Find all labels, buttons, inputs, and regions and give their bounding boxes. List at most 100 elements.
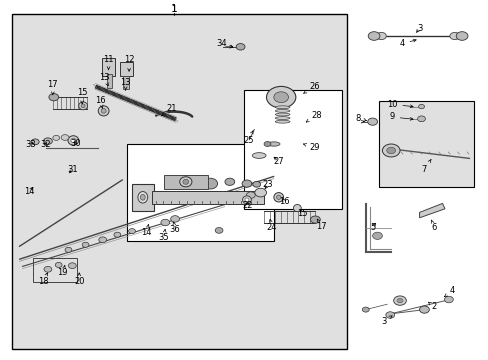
Circle shape [362, 307, 368, 312]
Text: 13: 13 [120, 78, 131, 90]
Text: 12: 12 [123, 55, 134, 71]
Text: 20: 20 [74, 273, 84, 286]
Circle shape [393, 296, 406, 305]
Circle shape [382, 144, 399, 157]
Text: 28: 28 [305, 111, 322, 122]
Text: 4: 4 [399, 39, 415, 49]
Circle shape [236, 44, 244, 50]
Bar [151, 191, 264, 204]
Text: 13: 13 [99, 73, 109, 86]
Text: 30: 30 [70, 139, 81, 148]
Text: 9: 9 [389, 112, 412, 121]
Text: 16: 16 [279, 197, 289, 206]
Text: 15: 15 [77, 88, 87, 104]
Text: 8: 8 [355, 113, 366, 122]
Polygon shape [419, 203, 444, 218]
Text: 1: 1 [171, 4, 176, 13]
Circle shape [418, 104, 424, 109]
Circle shape [99, 237, 106, 243]
Bar [127, 144, 273, 241]
Text: 18: 18 [38, 273, 48, 286]
Bar [163, 175, 207, 189]
Circle shape [242, 180, 251, 187]
Circle shape [61, 135, 69, 140]
Bar [12, 14, 346, 349]
Text: 25: 25 [243, 131, 253, 145]
Circle shape [53, 135, 60, 140]
Circle shape [419, 306, 428, 313]
Circle shape [252, 181, 260, 187]
Text: 21: 21 [162, 104, 177, 116]
Text: 31: 31 [67, 165, 78, 174]
Text: 6: 6 [430, 220, 436, 232]
Bar [120, 62, 132, 76]
Text: 14: 14 [141, 225, 152, 237]
Ellipse shape [269, 96, 289, 105]
Text: 3: 3 [381, 316, 391, 325]
Ellipse shape [275, 113, 289, 116]
Text: 17: 17 [316, 219, 326, 231]
Text: 27: 27 [273, 157, 284, 166]
Ellipse shape [140, 194, 145, 200]
Circle shape [161, 219, 169, 226]
Ellipse shape [293, 204, 301, 212]
Circle shape [376, 32, 386, 40]
Bar [106, 74, 112, 88]
Ellipse shape [244, 198, 248, 202]
Circle shape [444, 296, 452, 303]
Circle shape [367, 118, 377, 125]
Bar [244, 90, 342, 209]
Ellipse shape [275, 120, 289, 123]
Bar [33, 258, 77, 282]
Bar [378, 101, 473, 187]
Circle shape [43, 138, 52, 144]
Text: 34: 34 [216, 39, 233, 48]
Ellipse shape [275, 109, 289, 112]
Ellipse shape [275, 117, 289, 120]
Text: 16: 16 [95, 96, 105, 108]
Circle shape [396, 298, 402, 303]
Ellipse shape [183, 179, 188, 184]
Text: 11: 11 [103, 55, 114, 69]
Ellipse shape [138, 192, 147, 203]
Text: 23: 23 [262, 180, 273, 189]
Circle shape [187, 179, 199, 188]
Ellipse shape [267, 142, 279, 146]
Text: 33: 33 [25, 140, 36, 149]
Text: 2: 2 [427, 302, 436, 311]
Text: 24: 24 [266, 219, 277, 232]
Text: 26: 26 [303, 82, 319, 93]
Circle shape [68, 263, 76, 269]
Bar [123, 76, 129, 89]
Circle shape [65, 247, 72, 252]
Text: 14: 14 [24, 187, 35, 196]
Circle shape [44, 266, 52, 272]
Text: 32: 32 [40, 140, 51, 149]
Text: 35: 35 [158, 229, 169, 242]
Bar [102, 58, 115, 76]
Circle shape [449, 32, 459, 40]
Text: 5: 5 [369, 223, 375, 232]
Text: 15: 15 [296, 209, 307, 217]
Text: 7: 7 [421, 159, 430, 174]
Circle shape [128, 229, 135, 234]
Circle shape [310, 216, 320, 223]
Ellipse shape [81, 104, 85, 108]
Text: 10: 10 [386, 100, 412, 109]
Text: 29: 29 [303, 143, 319, 152]
Text: 4: 4 [444, 287, 454, 297]
Text: 1: 1 [170, 4, 177, 14]
Circle shape [82, 242, 89, 247]
Circle shape [224, 178, 234, 185]
Circle shape [386, 147, 395, 154]
Circle shape [367, 32, 379, 40]
Circle shape [114, 232, 121, 237]
Ellipse shape [180, 177, 192, 187]
Circle shape [455, 32, 467, 40]
Ellipse shape [275, 106, 289, 109]
Ellipse shape [101, 109, 106, 113]
Ellipse shape [71, 138, 76, 143]
FancyArrowPatch shape [426, 208, 441, 212]
Ellipse shape [276, 195, 280, 199]
Text: 17: 17 [47, 80, 58, 95]
